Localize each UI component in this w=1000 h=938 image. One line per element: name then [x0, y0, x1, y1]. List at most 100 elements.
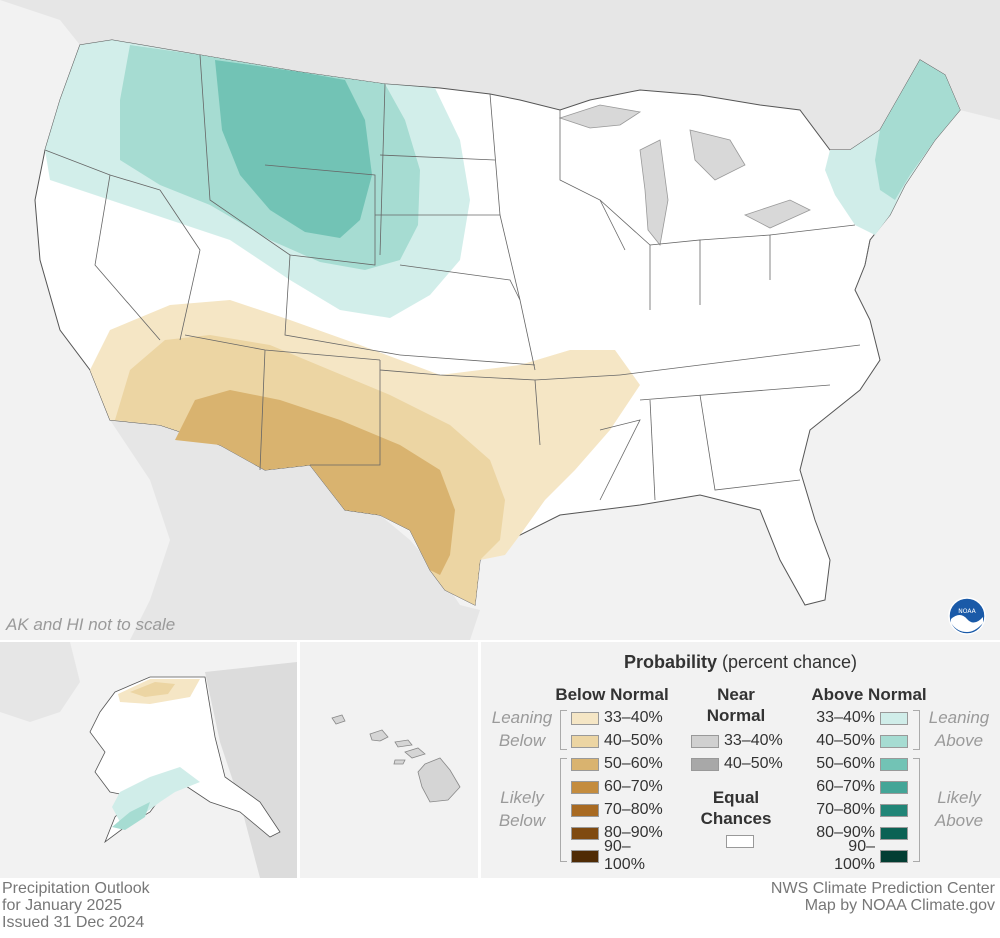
above-normal-heading: Above Normal [811, 685, 927, 704]
legend-row: 50–60% [571, 754, 670, 774]
legend-row: 40–50% [809, 731, 908, 751]
leaning-below-line2: Below [498, 731, 546, 750]
legend-swatch [880, 803, 908, 817]
legend-label: 90–100% [834, 838, 875, 873]
legend-row: 90–100% [571, 838, 670, 873]
legend-label: 80–90% [604, 824, 663, 841]
hawaii-islands [331, 714, 461, 803]
legend-row: 80–90% [571, 823, 670, 843]
legend-row: 70–80% [809, 800, 908, 820]
likely-above-label: Likely Above [919, 786, 999, 832]
equal-chances-line1: Equal [712, 788, 760, 807]
noaa-logo-icon: NOAA [948, 597, 986, 635]
outlook-title: Precipitation Outlook [2, 880, 150, 897]
legend-label: 33–40% [604, 709, 663, 726]
legend-label: 50–60% [816, 755, 875, 772]
ak-above-40 [112, 802, 150, 830]
legend-row: 80–90% [809, 823, 908, 843]
leaning-above-label: Leaning Above [919, 706, 999, 752]
likely-above-line2: Above [934, 811, 984, 830]
leaning-below-line1: Leaning [491, 708, 553, 727]
above-50-nw [215, 60, 372, 238]
legend-swatch [571, 803, 599, 817]
legend-row: 50–60% [809, 754, 908, 774]
hawaii-map-svg [331, 714, 461, 803]
legend-swatch [880, 757, 908, 771]
legend-label: 90–100% [604, 838, 645, 873]
above-40-ne [875, 60, 960, 200]
equal-chances-swatch [726, 835, 754, 848]
issue-date: Issued 31 Dec 2024 [2, 914, 145, 931]
equal-chances-line2: Chances [700, 809, 772, 828]
legend-swatch [571, 757, 599, 771]
legend-swatch [571, 780, 599, 794]
legend-row: 90–100% [809, 838, 908, 873]
noaa-logo-text: NOAA [958, 608, 976, 615]
likely-below-label: Likely Below [481, 786, 563, 832]
equal-chances-heading: Equal Chances [691, 787, 781, 829]
legend-label: 60–70% [604, 778, 663, 795]
hawaii-inset [300, 642, 478, 878]
outlook-period: for January 2025 [2, 897, 123, 914]
legend-label: 70–80% [816, 801, 875, 818]
legend-swatch [571, 711, 599, 725]
legend-row: 40–50% [691, 754, 790, 774]
legend-label: 40–50% [724, 755, 783, 772]
legend: Probability (percent chance) Below Norma… [481, 642, 1000, 878]
conus-map-svg [0, 0, 1000, 640]
legend-label: 40–50% [816, 732, 875, 749]
ak-above-33 [112, 767, 200, 822]
legend-title-rest: (percent chance) [716, 652, 858, 672]
legend-label: 70–80% [604, 801, 663, 818]
legend-label: 80–90% [816, 824, 875, 841]
legend-row: 33–40% [571, 708, 670, 728]
legend-row: 40–50% [571, 731, 670, 751]
legend-title-bold: Probability [623, 652, 717, 672]
legend-label: 33–40% [724, 732, 783, 749]
legend-swatch [571, 826, 599, 840]
great-lakes [558, 104, 811, 246]
leaning-below-label: Leaning Below [481, 706, 563, 752]
likely-below-line2: Below [498, 811, 546, 830]
near-normal-heading: Near Normal [691, 684, 781, 726]
likely-below-bracket [560, 758, 567, 862]
legend-swatch [691, 734, 719, 748]
leaning-below-bracket [560, 710, 567, 750]
likely-above-line1: Likely [937, 788, 981, 807]
likely-above-bracket [913, 758, 920, 862]
alaska-map-svg [0, 642, 297, 878]
russia-land [0, 642, 80, 722]
legend-swatch [571, 849, 599, 863]
mexico-land [110, 420, 480, 640]
legend-row: 70–80% [571, 800, 670, 820]
credit-source: NWS Climate Prediction Center [770, 880, 995, 897]
legend-swatch [571, 734, 599, 748]
likely-below-line1: Likely [500, 788, 544, 807]
legend-swatch [880, 826, 908, 840]
conus-map: AK and HI not to scale NOAA [0, 0, 1000, 640]
legend-label: 60–70% [816, 778, 875, 795]
scale-note: AK and HI not to scale [6, 615, 176, 634]
legend-label: 50–60% [604, 755, 663, 772]
leaning-above-bracket [913, 710, 920, 750]
alaska-inset [0, 642, 297, 878]
legend-row: 33–40% [691, 731, 790, 751]
legend-swatch [691, 757, 719, 771]
leaning-above-line2: Above [934, 731, 984, 750]
near-normal-line2: Normal [706, 706, 766, 725]
legend-row: 60–70% [809, 777, 908, 797]
legend-swatch [880, 849, 908, 863]
legend-label: 33–40% [816, 709, 875, 726]
legend-label: 40–50% [604, 732, 663, 749]
state-borders [44, 54, 871, 501]
legend-row: 33–40% [809, 708, 908, 728]
legend-title: Probability (percent chance) [481, 652, 1000, 673]
legend-swatch [880, 734, 908, 748]
legend-swatch [880, 711, 908, 725]
below-50-sw [175, 390, 455, 575]
legend-swatch [880, 780, 908, 794]
legend-row: 60–70% [571, 777, 670, 797]
leaning-above-line1: Leaning [928, 708, 990, 727]
footer-left: Precipitation Outlook for January 2025 I… [2, 880, 150, 931]
footer-right: NWS Climate Prediction Center Map by NOA… [771, 880, 995, 914]
